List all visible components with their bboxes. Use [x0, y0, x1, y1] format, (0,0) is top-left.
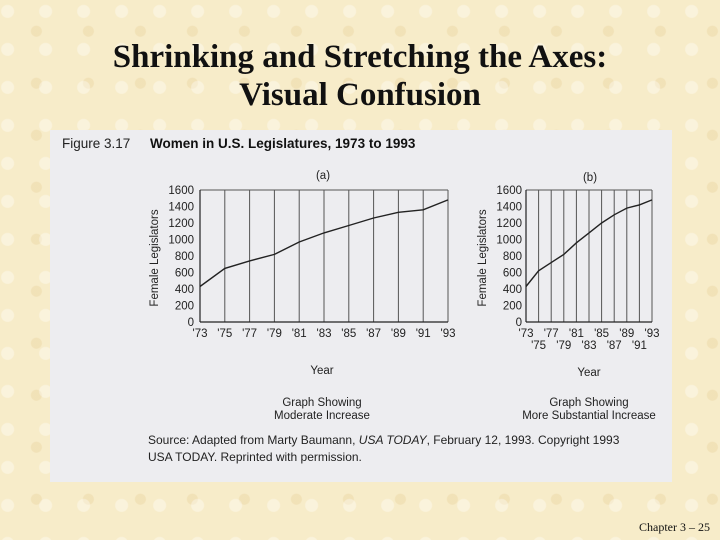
charts-svg: (a) Female Legislators Year Graph Showin…	[149, 170, 660, 422]
source-publication: USA TODAY	[358, 433, 427, 447]
chart-b-y-axis-label: Female Legislators	[477, 209, 489, 306]
chart-a-panel-label: (a)	[316, 170, 330, 182]
slide-title: Shrinking and Stretching the Axes: Visua…	[0, 38, 720, 114]
chart-b-x-tick-label: '81	[569, 328, 584, 340]
chart-a-y-tick-label: 1600	[168, 185, 194, 197]
chart-a-y-tick-label: 1200	[168, 218, 194, 230]
chart-a-caption-line1: Graph Showing	[282, 397, 361, 409]
chart-a-series-line	[199, 199, 449, 288]
chart-a-y-tick-label: 600	[175, 268, 194, 280]
chart-b-y-tick-label: 1200	[496, 218, 522, 230]
source-line2: USA TODAY. Reprinted with permission.	[148, 450, 362, 464]
chart-b-x-tick-label: '93	[645, 328, 660, 340]
chart-b-y-tick-label: 1400	[496, 202, 522, 214]
chart-b-panel-label: (b)	[583, 172, 597, 184]
chart-b-caption-line1: Graph Showing	[549, 397, 628, 409]
chart-b-y-tick-label: 600	[503, 268, 522, 280]
chart-a-y-tick-label: 1400	[168, 202, 194, 214]
chart-b-y-tick-label: 200	[503, 301, 522, 313]
chart-b-x-tick-label: '75	[531, 340, 546, 352]
chart-b-series-line	[525, 199, 653, 287]
chart-moderate-increase: (a) Female Legislators Year Graph Showin…	[149, 170, 456, 422]
chart-b-y-tick-label: 800	[503, 251, 522, 263]
chart-b-x-tick-label: '89	[619, 328, 634, 340]
chart-a-x-tick-label: '79	[267, 328, 282, 340]
source-note: Source: Adapted from Marty Baumann, USA …	[148, 432, 658, 466]
figure-panel: Figure 3.17 Women in U.S. Legislatures, …	[50, 130, 672, 482]
chart-b-caption-line2: More Substantial Increase	[522, 410, 656, 422]
source-rest: , February 12, 1993. Copyright 1993	[426, 433, 620, 447]
chart-b-x-tick-label: '77	[544, 328, 559, 340]
chart-a-x-tick-label: '91	[416, 328, 431, 340]
chart-a-x-tick-label: '89	[391, 328, 406, 340]
chart-b-x-tick-label: '91	[632, 340, 647, 352]
chart-a-x-tick-label: '75	[217, 328, 232, 340]
chart-a-y-tick-label: 1000	[168, 235, 194, 247]
chart-a-caption-line2: Moderate Increase	[274, 410, 370, 422]
chart-a-x-tick-label: '93	[441, 328, 456, 340]
chart-a-y-tick-label: 200	[175, 301, 194, 313]
chart-a-x-tick-label: '85	[341, 328, 356, 340]
slide-number: Chapter 3 – 25	[639, 520, 710, 534]
source-prefix: Source: Adapted from Marty Baumann,	[148, 433, 359, 447]
chart-b-y-tick-label: 0	[516, 317, 522, 329]
chart-a-y-axis-label: Female Legislators	[149, 209, 161, 306]
chart-b-x-tick-label: '85	[594, 328, 609, 340]
slide-title-line1: Shrinking and Stretching the Axes:	[112, 39, 608, 75]
chart-b-y-tick-label: 400	[503, 284, 522, 296]
slide-title-line2: Visual Confusion	[239, 77, 481, 113]
chart-a-x-tick-label: '77	[242, 328, 257, 340]
chart-b-y-tick-label: 1000	[496, 235, 522, 247]
chart-b-x-tick-label: '83	[582, 340, 597, 352]
chart-a-x-tick-label: '73	[193, 328, 208, 340]
chart-a-x-axis-label: Year	[310, 365, 333, 377]
chart-a-y-tick-label: 800	[175, 251, 194, 263]
chart-a-y-tick-label: 0	[188, 317, 194, 329]
chart-a-x-tick-label: '83	[317, 328, 332, 340]
chart-a-x-tick-label: '87	[366, 328, 381, 340]
chart-a-x-tick-label: '81	[292, 328, 307, 340]
chart-b-x-tick-label: '87	[607, 340, 622, 352]
chart-b-x-tick-label: '73	[519, 328, 534, 340]
figure-title: Women in U.S. Legislatures, 1973 to 1993	[150, 136, 416, 151]
chart-b-x-axis-label: Year	[577, 367, 600, 379]
chart-substantial-increase: (b) Female Legislators Year Graph Showin…	[477, 172, 660, 422]
chart-b-y-tick-label: 1600	[496, 185, 522, 197]
chart-b-x-tick-label: '79	[556, 340, 571, 352]
figure-label: Figure 3.17	[62, 136, 131, 151]
chart-a-y-tick-label: 400	[175, 284, 194, 296]
